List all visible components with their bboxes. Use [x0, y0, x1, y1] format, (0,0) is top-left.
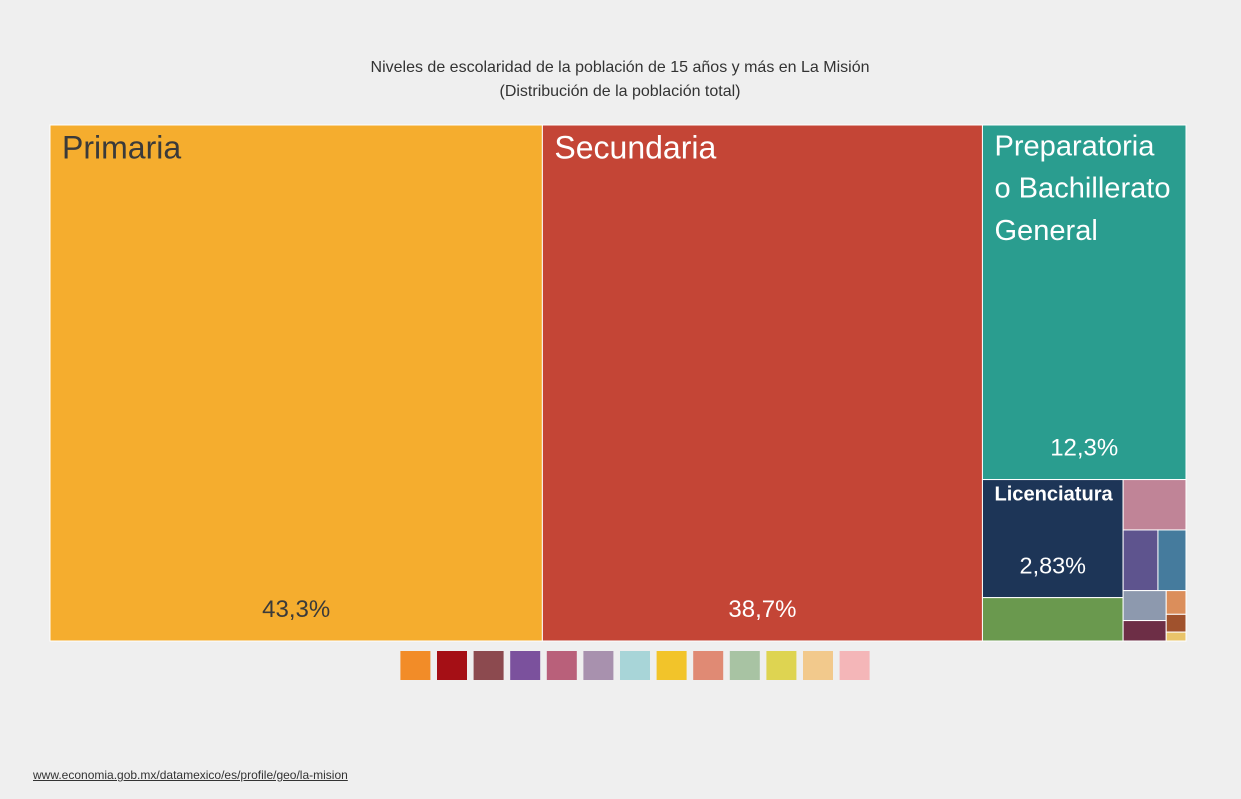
- tile-label-line: General: [994, 215, 1097, 247]
- tile-value: 43,3%: [262, 596, 330, 623]
- treemap-tile: [1165, 590, 1187, 615]
- treemap-tile: [1122, 479, 1187, 531]
- tile-value: 38,7%: [728, 596, 796, 623]
- legend-swatch: [400, 651, 431, 680]
- treemap-tile: [49, 124, 543, 642]
- legend-swatch: [729, 651, 760, 680]
- chart-title: Niveles de escolaridad de la población d…: [371, 59, 870, 76]
- legend-swatch: [510, 651, 541, 680]
- treemap-tile: [1165, 631, 1187, 642]
- legend-swatch: [620, 651, 650, 680]
- legend-swatch: [766, 651, 797, 680]
- tile-label-line: Primaria: [62, 130, 181, 166]
- tile-label: Licenciatura: [994, 484, 1113, 506]
- treemap-tile: [541, 124, 983, 642]
- tile-label: Preparatoria o Bachillerato General: [994, 131, 1170, 247]
- tile-label-line: Licenciatura: [994, 484, 1113, 506]
- source-link[interactable]: www.economia.gob.mx/datamexico/es/profil…: [33, 768, 348, 782]
- treemap-tile: [1122, 529, 1159, 592]
- tile-value: 12,3%: [1050, 435, 1118, 462]
- tile-label-line: o Bachillerato: [994, 173, 1170, 205]
- legend-swatch: [583, 651, 614, 680]
- treemap-tile: [1165, 613, 1187, 633]
- legend-swatch: [437, 651, 467, 680]
- chart-subtitle: (Distribución de la población total): [499, 83, 740, 100]
- legend-swatch: [656, 651, 687, 680]
- tile-label: Secundaria: [554, 130, 716, 166]
- legend-swatch: [693, 651, 724, 680]
- tile-label: Primaria: [62, 130, 181, 166]
- tile-value: 2,83%: [1020, 553, 1086, 579]
- treemap-tile: [981, 124, 1187, 481]
- treemap-tile: [1122, 590, 1167, 622]
- legend-swatch: [839, 651, 870, 680]
- legend-swatch: [546, 651, 577, 680]
- tile-label-line: Secundaria: [554, 130, 716, 166]
- tile-label-line: Preparatoria: [994, 131, 1155, 163]
- treemap-tile: [1157, 529, 1187, 592]
- legend-swatch: [803, 651, 833, 680]
- treemap-tile: [981, 597, 1124, 642]
- legend-swatch: [473, 651, 504, 680]
- treemap-tile: [1122, 620, 1167, 642]
